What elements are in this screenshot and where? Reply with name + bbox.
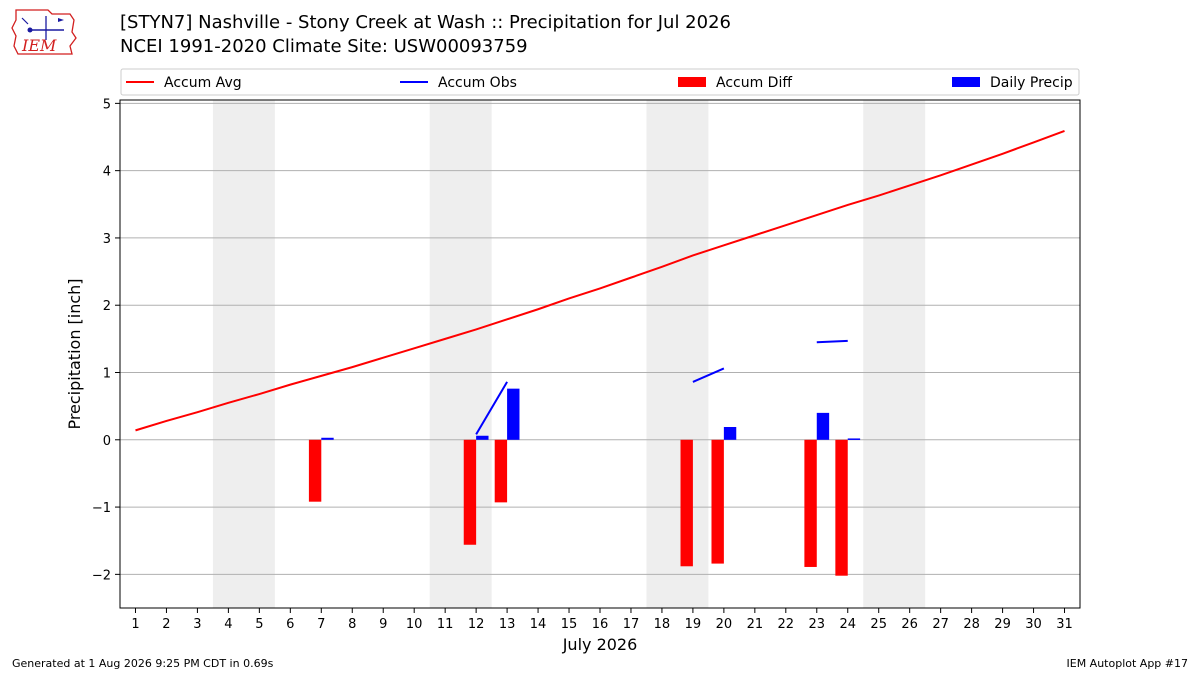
accum-diff-bar bbox=[680, 439, 693, 567]
x-tick-label: 23 bbox=[809, 617, 826, 632]
daily-precip-bar bbox=[321, 437, 334, 440]
y-tick-label: 3 bbox=[103, 232, 111, 247]
x-tick-label: 19 bbox=[685, 617, 702, 632]
grid-lines bbox=[120, 102, 1080, 575]
x-tick-label: 30 bbox=[1025, 617, 1042, 632]
x-axis-ticks: 1 2 3 4 5 6 7 8 9 10 11 12 13 14 15 16 17 18 19 20 21 22 23 24 2… bbox=[131, 608, 1073, 632]
legend-accum-diff-label: Accum Diff bbox=[716, 75, 792, 91]
x-tick-label: 31 bbox=[1056, 617, 1073, 632]
x-tick-label: 10 bbox=[406, 617, 423, 632]
y-axis-label: Precipitation [inch] bbox=[65, 278, 84, 429]
daily-precip-bar bbox=[507, 388, 520, 440]
legend-box bbox=[120, 68, 1080, 96]
daily-precip-bar bbox=[476, 435, 489, 440]
y-tick-label: 5 bbox=[103, 97, 111, 112]
x-tick-label: 8 bbox=[348, 617, 356, 632]
iem-logo-text: IEM bbox=[21, 36, 57, 55]
x-tick-label: 4 bbox=[224, 617, 232, 632]
weekend-shading bbox=[212, 100, 926, 608]
chart-subtitle: NCEI 1991-2020 Climate Site: USW00093759 bbox=[120, 36, 528, 57]
legend-accum-avg-label: Accum Avg bbox=[164, 75, 242, 91]
legend: Accum Avg Accum Obs Accum Diff Daily Precip bbox=[120, 68, 1080, 96]
x-tick-label: 22 bbox=[778, 617, 795, 632]
legend-daily-precip-label: Daily Precip bbox=[990, 75, 1073, 91]
weekend-span bbox=[429, 100, 492, 608]
bars bbox=[308, 388, 861, 576]
accum-obs-line bbox=[692, 367, 725, 383]
legend-accum-obs-label: Accum Obs bbox=[438, 75, 517, 91]
y-tick-label: −1 bbox=[92, 501, 111, 516]
accum-diff-bar bbox=[463, 439, 477, 545]
y-tick-label: 2 bbox=[103, 299, 111, 314]
x-tick-label: 21 bbox=[747, 617, 764, 632]
x-tick-label: 24 bbox=[839, 617, 856, 632]
footer-generated: Generated at 1 Aug 2026 9:25 PM CDT in 0… bbox=[12, 657, 274, 670]
x-axis-label: July 2026 bbox=[562, 635, 638, 654]
x-tick-label: 18 bbox=[654, 617, 671, 632]
x-tick-label: 3 bbox=[193, 617, 201, 632]
accum-avg-line bbox=[135, 130, 1065, 432]
x-tick-label: 7 bbox=[317, 617, 325, 632]
weekend-span bbox=[646, 100, 709, 608]
y-axis-ticks: −2 −1 0 1 2 3 4 5 bbox=[92, 97, 120, 583]
x-tick-label: 26 bbox=[901, 617, 918, 632]
x-tick-label: 20 bbox=[716, 617, 733, 632]
x-tick-label: 1 bbox=[131, 617, 139, 632]
x-tick-label: 14 bbox=[530, 617, 547, 632]
accum-diff-bar bbox=[835, 439, 848, 576]
daily-precip-bar bbox=[847, 438, 861, 440]
x-tick-label: 13 bbox=[499, 617, 516, 632]
accum-diff-bar bbox=[308, 439, 322, 502]
y-tick-label: 4 bbox=[103, 165, 111, 180]
iem-logo-graphic: IEM bbox=[11, 9, 77, 55]
x-tick-label: 17 bbox=[623, 617, 640, 632]
x-tick-label: 2 bbox=[162, 617, 170, 632]
weekend-span bbox=[863, 100, 926, 608]
chart-title: [STYN7] Nashville - Stony Creek at Wash … bbox=[120, 12, 731, 33]
accum-diff-bar bbox=[494, 439, 508, 503]
footer-app: IEM Autoplot App #17 bbox=[1066, 657, 1189, 670]
accum-obs-line bbox=[816, 339, 848, 344]
x-tick-label: 6 bbox=[286, 617, 294, 632]
x-tick-label: 9 bbox=[379, 617, 387, 632]
x-tick-label: 12 bbox=[468, 617, 485, 632]
daily-precip-bar bbox=[723, 427, 737, 440]
x-tick-label: 5 bbox=[255, 617, 263, 632]
x-tick-label: 29 bbox=[994, 617, 1011, 632]
weekend-span bbox=[212, 100, 275, 608]
accum-obs-line bbox=[475, 381, 508, 435]
x-tick-label: 11 bbox=[437, 617, 454, 632]
x-tick-label: 16 bbox=[592, 617, 609, 632]
iem-logo: IEM bbox=[8, 6, 80, 62]
x-tick-label: 15 bbox=[561, 617, 578, 632]
x-tick-label: 25 bbox=[870, 617, 887, 632]
y-tick-label: −2 bbox=[92, 568, 111, 583]
legend-accum-diff-swatch bbox=[678, 77, 706, 87]
accum-diff-bar bbox=[711, 439, 724, 564]
lines bbox=[135, 130, 1065, 435]
legend-daily-precip-swatch bbox=[952, 77, 980, 87]
daily-precip-bar bbox=[816, 412, 830, 440]
accum-diff-bar bbox=[804, 439, 817, 567]
y-tick-label: 0 bbox=[103, 434, 111, 449]
x-tick-label: 28 bbox=[963, 617, 980, 632]
y-tick-label: 1 bbox=[103, 367, 111, 382]
x-tick-label: 27 bbox=[932, 617, 949, 632]
